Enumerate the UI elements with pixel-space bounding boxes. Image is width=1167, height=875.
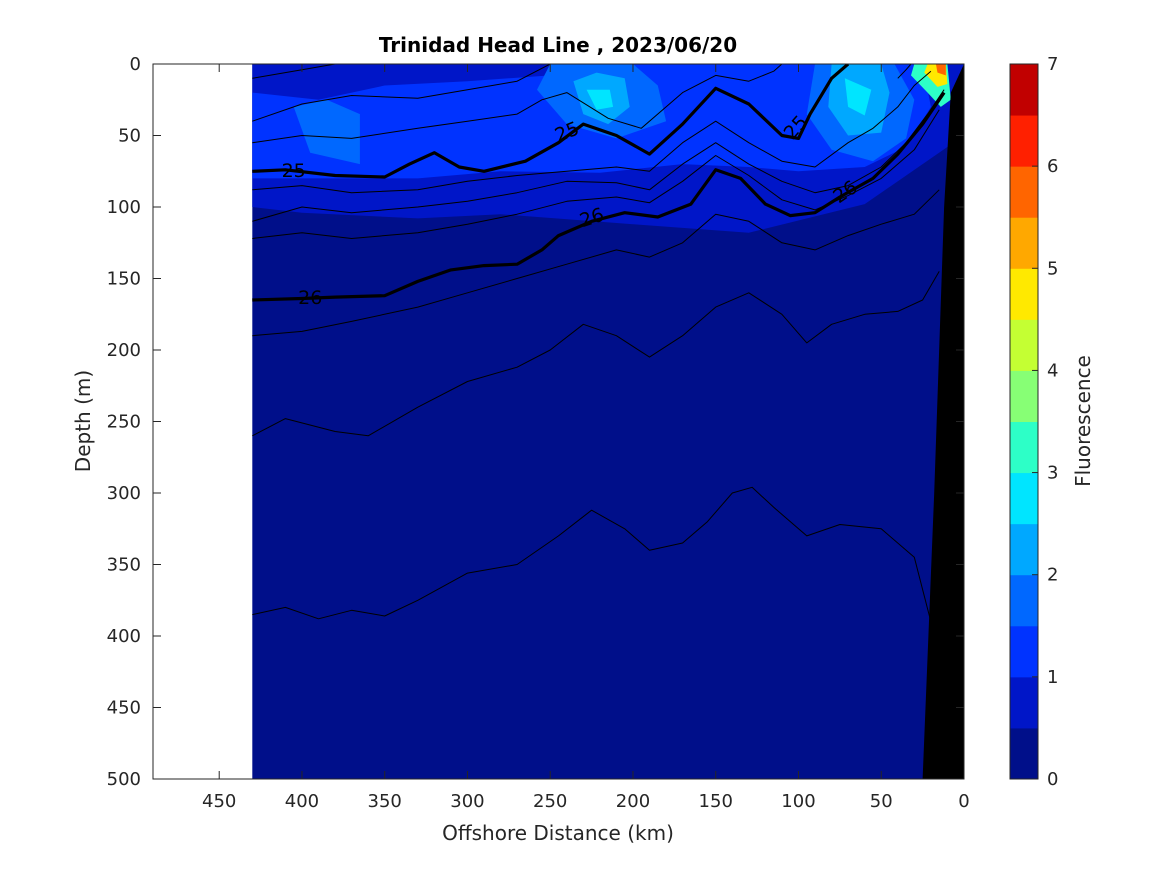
colorbar-segment-1 [1010, 676, 1038, 729]
isopycnal-line-10 [252, 486, 932, 622]
colorbar-segment-6 [1010, 421, 1038, 474]
y-tick-label-350: 350 [107, 555, 141, 576]
fluorescence-region-8 [844, 78, 872, 116]
colorbar-segment-4 [1010, 523, 1038, 576]
colorbar-tick-label-4: 4 [1047, 360, 1058, 381]
isopycnal-line-1 [252, 64, 551, 122]
y-tick-label-500: 500 [107, 769, 141, 790]
colorbar-label: Fluorescence [1071, 355, 1095, 487]
isopycnal-line-6 [252, 109, 940, 239]
fluorescence-region-11 [935, 64, 946, 76]
colorbar-tick-label-5: 5 [1047, 258, 1058, 279]
y-tick-label-100: 100 [107, 197, 141, 218]
isopycnal-line-4 [252, 70, 932, 194]
y-tick-label-300: 300 [107, 483, 141, 504]
isopycnal-26-line [252, 91, 946, 302]
fluorescence-fill-layer [252, 64, 964, 779]
fluorescence-region-2 [293, 99, 360, 165]
x-tick-label-50: 50 [870, 791, 893, 812]
y-tick-label-150: 150 [107, 269, 141, 290]
isopycnal-line-2 [252, 64, 783, 144]
fluorescence-region-7 [586, 89, 614, 110]
colorbar-segment-9 [1010, 268, 1038, 320]
y-tick-label-50: 50 [118, 126, 141, 147]
y-tick-label-400: 400 [107, 626, 141, 647]
x-tick-label-150: 150 [699, 791, 733, 812]
isopycnal-line-11 [897, 64, 912, 79]
isopycnal-line-9 [252, 271, 940, 437]
colorbar-tick-label-1: 1 [1047, 667, 1058, 688]
colorbar-tick-label-0: 0 [1047, 769, 1058, 790]
y-axis: 0 50 100 150 200 250 300 350 400 450 500 [107, 54, 964, 790]
density-contour-layer [252, 64, 946, 622]
y-tick-label-250: 250 [107, 412, 141, 433]
isopycnal-line-8 [252, 189, 940, 337]
seafloor-shape [922, 64, 964, 779]
colorbar-tick-label-2: 2 [1047, 565, 1058, 586]
contour-label-0: 25 [282, 160, 306, 182]
y-axis-label: Depth (m) [71, 370, 95, 472]
colorbar-segment-10 [1010, 217, 1038, 269]
colorbar-tick-label-3: 3 [1047, 463, 1058, 484]
chart-title: Trinidad Head Line , 2023/06/20 [379, 33, 737, 57]
seafloor-layer [922, 64, 964, 779]
colorbar-segment-13 [1010, 64, 1038, 116]
x-tick-label-450: 450 [202, 791, 236, 812]
colorbar-segment-11 [1010, 166, 1038, 218]
colorbar-segment-12 [1010, 115, 1038, 167]
colorbar-segment-8 [1010, 319, 1038, 371]
x-tick-label-400: 400 [285, 791, 319, 812]
colorbar: 0 1 2 3 4 5 6 7 [1009, 54, 1058, 790]
x-tick-label-250: 250 [533, 791, 567, 812]
x-tick-label-200: 200 [616, 791, 650, 812]
colorbar-segment-7 [1010, 370, 1038, 422]
colorbar-segment-5 [1010, 472, 1038, 525]
colorbar-segment-0 [1010, 727, 1038, 780]
x-tick-label-300: 300 [450, 791, 484, 812]
colorbar-segment-3 [1010, 574, 1038, 627]
colorbar-tick-label-6: 6 [1047, 156, 1058, 177]
x-axis: 450 400 350 300 250 200 150 100 50 0 [202, 64, 970, 812]
colorbar-segment-2 [1010, 625, 1038, 678]
x-axis-label: Offshore Distance (km) [442, 821, 674, 845]
y-tick-label-0: 0 [130, 54, 141, 75]
contour-label-3: 26 [298, 287, 322, 309]
isopycnal-25-line [252, 64, 850, 179]
colorbar-tick-label-7: 7 [1047, 54, 1058, 75]
y-tick-label-450: 450 [107, 698, 141, 719]
x-tick-label-350: 350 [368, 791, 402, 812]
y-tick-label-200: 200 [107, 340, 141, 361]
x-tick-label-100: 100 [781, 791, 815, 812]
isopycnal-line-5 [252, 89, 945, 222]
x-tick-label-0: 0 [958, 791, 969, 812]
colorbar-frame [1009, 63, 1039, 780]
